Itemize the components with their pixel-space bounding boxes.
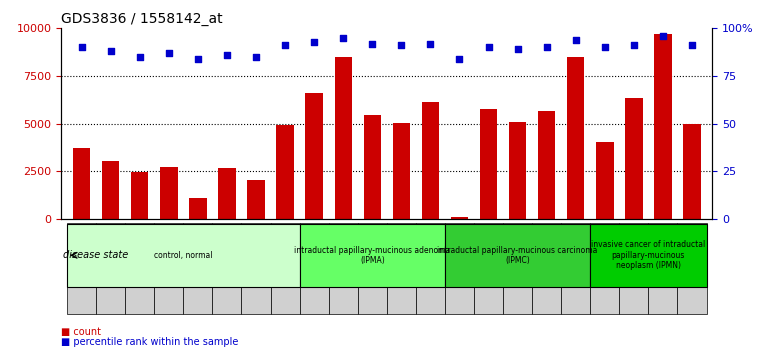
Bar bbox=[683, 124, 701, 219]
Point bbox=[221, 52, 233, 58]
Bar bbox=[450, 217, 468, 219]
FancyBboxPatch shape bbox=[620, 223, 649, 314]
FancyBboxPatch shape bbox=[212, 223, 241, 314]
Bar bbox=[567, 57, 584, 219]
FancyBboxPatch shape bbox=[649, 223, 677, 314]
FancyBboxPatch shape bbox=[591, 223, 620, 314]
Point bbox=[628, 42, 640, 48]
Point bbox=[76, 45, 88, 50]
Text: control, normal: control, normal bbox=[154, 251, 213, 260]
Point bbox=[192, 56, 204, 62]
FancyBboxPatch shape bbox=[503, 223, 532, 314]
Point bbox=[656, 33, 669, 39]
Point bbox=[279, 42, 291, 48]
Bar bbox=[73, 148, 90, 219]
Bar bbox=[422, 102, 439, 219]
Bar bbox=[509, 122, 526, 219]
FancyBboxPatch shape bbox=[300, 224, 445, 287]
Bar bbox=[335, 57, 352, 219]
Bar bbox=[218, 169, 236, 219]
Point bbox=[250, 54, 262, 60]
Bar bbox=[189, 198, 207, 219]
Point bbox=[308, 39, 320, 45]
Text: disease state: disease state bbox=[63, 250, 128, 260]
Bar bbox=[160, 167, 178, 219]
Bar bbox=[277, 125, 294, 219]
FancyBboxPatch shape bbox=[591, 224, 706, 287]
Bar bbox=[625, 98, 643, 219]
Bar bbox=[480, 109, 497, 219]
FancyBboxPatch shape bbox=[329, 223, 358, 314]
Text: intraductal papillary-mucinous carcinoma
(IPMC): intraductal papillary-mucinous carcinoma… bbox=[437, 246, 597, 265]
Bar bbox=[364, 115, 381, 219]
FancyBboxPatch shape bbox=[183, 223, 212, 314]
Point bbox=[105, 48, 117, 54]
Point bbox=[512, 46, 524, 52]
Point bbox=[395, 42, 408, 48]
Bar bbox=[393, 122, 410, 219]
Point bbox=[570, 37, 582, 42]
Bar bbox=[306, 93, 323, 219]
Text: ■ percentile rank within the sample: ■ percentile rank within the sample bbox=[61, 337, 239, 347]
Text: intraductal papillary-mucinous adenoma
(IPMA): intraductal papillary-mucinous adenoma (… bbox=[294, 246, 450, 265]
Point bbox=[453, 56, 466, 62]
FancyBboxPatch shape bbox=[241, 223, 270, 314]
Point bbox=[483, 45, 495, 50]
Point bbox=[599, 45, 611, 50]
FancyBboxPatch shape bbox=[532, 223, 561, 314]
Bar bbox=[596, 142, 614, 219]
Point bbox=[686, 42, 698, 48]
Point bbox=[337, 35, 349, 41]
FancyBboxPatch shape bbox=[445, 224, 591, 287]
FancyBboxPatch shape bbox=[154, 223, 183, 314]
Text: ■ count: ■ count bbox=[61, 326, 101, 337]
FancyBboxPatch shape bbox=[97, 223, 125, 314]
Bar bbox=[102, 161, 119, 219]
FancyBboxPatch shape bbox=[300, 223, 329, 314]
Text: invasive cancer of intraductal
papillary-mucinous
neoplasm (IPMN): invasive cancer of intraductal papillary… bbox=[591, 240, 705, 270]
FancyBboxPatch shape bbox=[387, 223, 416, 314]
Bar bbox=[247, 180, 265, 219]
FancyBboxPatch shape bbox=[67, 224, 300, 287]
FancyBboxPatch shape bbox=[358, 223, 387, 314]
Text: GDS3836 / 1558142_at: GDS3836 / 1558142_at bbox=[61, 12, 223, 26]
Point bbox=[424, 41, 437, 46]
Point bbox=[133, 54, 146, 60]
Point bbox=[366, 41, 378, 46]
Point bbox=[541, 45, 553, 50]
Point bbox=[162, 50, 175, 56]
Bar bbox=[654, 34, 672, 219]
FancyBboxPatch shape bbox=[474, 223, 503, 314]
FancyBboxPatch shape bbox=[677, 223, 706, 314]
FancyBboxPatch shape bbox=[270, 223, 300, 314]
FancyBboxPatch shape bbox=[445, 223, 474, 314]
FancyBboxPatch shape bbox=[416, 223, 445, 314]
FancyBboxPatch shape bbox=[561, 223, 591, 314]
Bar bbox=[538, 111, 555, 219]
FancyBboxPatch shape bbox=[67, 223, 97, 314]
Bar bbox=[131, 172, 149, 219]
FancyBboxPatch shape bbox=[125, 223, 154, 314]
